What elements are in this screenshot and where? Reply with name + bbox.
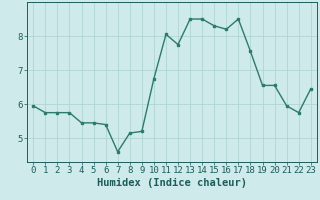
- X-axis label: Humidex (Indice chaleur): Humidex (Indice chaleur): [97, 178, 247, 188]
